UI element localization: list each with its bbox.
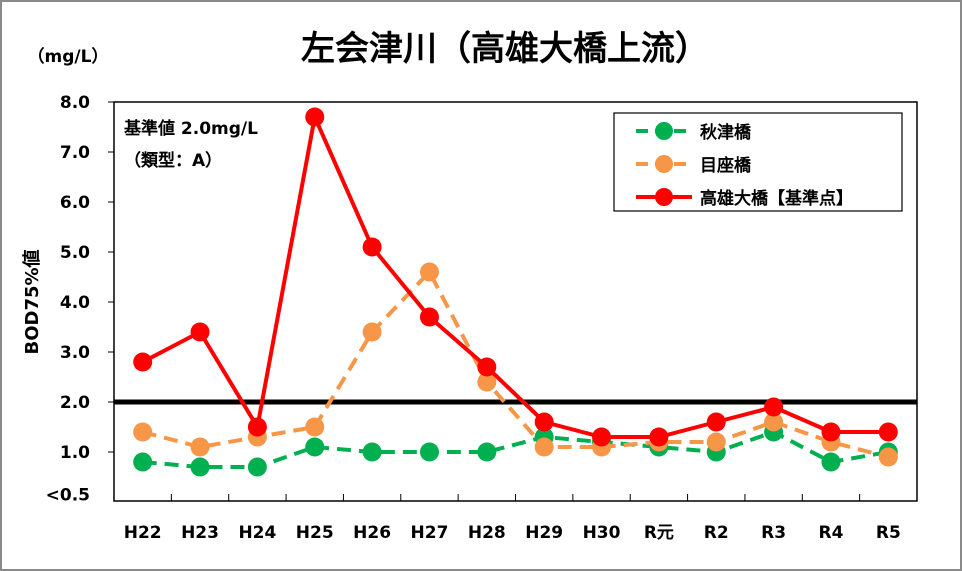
y-tick-label: 2.0 — [60, 393, 90, 413]
data-point — [190, 437, 210, 457]
series-line — [142, 268, 889, 459]
data-point — [821, 422, 841, 442]
chart-title: 左会津川（高雄大橋上流） — [301, 29, 709, 69]
series-line — [142, 429, 889, 469]
data-point — [534, 412, 554, 432]
x-tick-label: H25 — [296, 523, 334, 543]
legend-label: 目座橋 — [700, 155, 752, 176]
annotation-type: （類型：A） — [124, 150, 222, 171]
y-axis-label: BOD75%値 — [21, 249, 43, 354]
x-tick-label: R2 — [704, 523, 729, 543]
data-point — [362, 237, 382, 257]
data-point — [362, 322, 382, 342]
y-tick-label: 7.0 — [60, 143, 90, 163]
x-tick-label: H27 — [411, 523, 449, 543]
data-point — [706, 432, 726, 452]
data-point — [419, 262, 439, 282]
y-tick-label: 5.0 — [60, 243, 90, 263]
data-point — [247, 457, 267, 477]
data-point — [133, 452, 153, 472]
data-point — [764, 397, 784, 417]
y-tick-label: <0.5 — [46, 486, 90, 506]
annotation-standard: 基準値 2.0mg/L — [123, 118, 258, 139]
data-point — [477, 442, 497, 462]
data-point — [133, 352, 153, 372]
data-point — [534, 437, 554, 457]
unit-label: （mg/L） — [28, 46, 109, 67]
legend-swatch-marker — [655, 188, 673, 206]
x-tick-label: H30 — [583, 523, 621, 543]
x-tick-label: R5 — [876, 523, 901, 543]
data-point — [878, 447, 898, 467]
data-point — [247, 417, 267, 437]
x-tick-label: H23 — [181, 523, 219, 543]
data-point — [419, 307, 439, 327]
data-point — [419, 442, 439, 462]
data-point — [649, 427, 669, 447]
data-point — [305, 437, 325, 457]
x-tick-label: H28 — [468, 523, 506, 543]
data-point — [133, 422, 153, 442]
legend-label: 秋津橋 — [700, 122, 752, 143]
data-point — [592, 427, 612, 447]
legend-label: 高雄大橋【基準点】 — [700, 188, 853, 209]
y-tick-label: 8.0 — [60, 93, 90, 113]
data-point — [477, 372, 497, 392]
data-point — [706, 412, 726, 432]
y-tick-label: 6.0 — [60, 193, 90, 213]
data-point — [190, 322, 210, 342]
y-tick-label: 1.0 — [60, 443, 90, 463]
data-point — [477, 357, 497, 377]
data-point — [362, 442, 382, 462]
data-point — [305, 417, 325, 437]
data-point — [878, 422, 898, 442]
x-tick-label: R4 — [819, 523, 844, 543]
x-tick-label: R元 — [644, 523, 674, 543]
data-point — [305, 107, 325, 127]
data-point — [821, 452, 841, 472]
series-line — [141, 110, 889, 439]
data-point — [190, 457, 210, 477]
x-tick-label: H24 — [238, 523, 276, 543]
y-tick-label: 3.0 — [60, 343, 90, 363]
legend-swatch-marker — [655, 155, 673, 173]
x-tick-label: H22 — [124, 523, 162, 543]
x-tick-label: H26 — [353, 523, 391, 543]
y-tick-label: 4.0 — [60, 293, 90, 313]
data-point — [764, 412, 784, 432]
legend-swatch-marker — [655, 122, 673, 140]
x-tick-label: H29 — [525, 523, 563, 543]
x-tick-label: R3 — [761, 523, 786, 543]
